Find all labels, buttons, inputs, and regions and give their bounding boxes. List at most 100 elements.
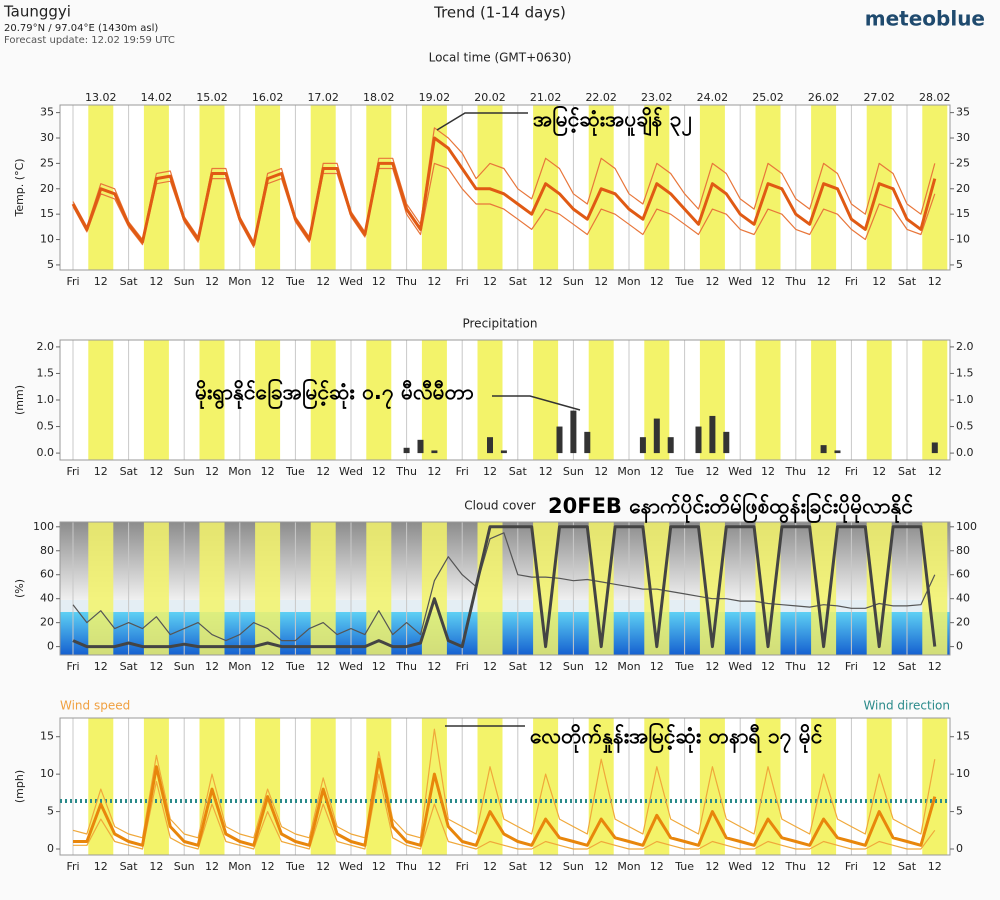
x-tick-label: 12 [205, 860, 219, 873]
bar [417, 439, 424, 454]
x-tick-label: Thu [784, 465, 806, 478]
x-tick-label: Mon [617, 275, 640, 288]
y-tick-label-right: 25 [956, 156, 970, 169]
x-tick-label: Thu [784, 860, 806, 873]
x-tick-label: Sat [120, 465, 139, 478]
y-tick-label: 5 [47, 258, 54, 271]
daylight-band [866, 522, 892, 655]
y-axis-label: (%) [13, 579, 26, 598]
x-tick-label: Mon [617, 465, 640, 478]
y-tick-label-right: 0.0 [956, 446, 974, 459]
x-tick-label: Sat [898, 660, 917, 673]
date-label: 19.02 [419, 91, 451, 104]
daylight-band [811, 522, 837, 655]
date-label: 21.02 [530, 91, 562, 104]
x-tick-label: Fri [66, 660, 79, 673]
x-tick-label: 12 [705, 275, 719, 288]
panel-title-left: Wind speed [60, 699, 130, 713]
daylight-band [143, 340, 169, 460]
daylight-band [421, 340, 447, 460]
x-tick-label: 12 [372, 660, 386, 673]
x-tick-label: 12 [94, 465, 108, 478]
x-tick-label: 12 [427, 275, 441, 288]
x-tick-label: 12 [594, 275, 608, 288]
y-tick-label: 15 [40, 207, 54, 220]
x-tick-label: 12 [928, 660, 942, 673]
x-tick-label: Tue [674, 860, 694, 873]
x-tick-label: Sun [563, 660, 584, 673]
x-tick-label: Sun [174, 660, 195, 673]
x-tick-label: Tue [285, 275, 305, 288]
x-tick-label: Sat [120, 860, 139, 873]
x-tick-label: 12 [205, 660, 219, 673]
plot-frame [59, 521, 951, 656]
x-tick-label: 12 [205, 275, 219, 288]
series-line [72, 525, 937, 649]
x-tick-label: Sat [509, 275, 528, 288]
x-tick-label: 12 [872, 465, 886, 478]
x-tick-label: Sat [898, 860, 917, 873]
bar [931, 442, 938, 454]
x-tick-label: Tue [285, 660, 305, 673]
x-tick-label: Mon [228, 860, 251, 873]
y-tick-label-right: 5 [956, 805, 963, 818]
x-tick-label: Wed [728, 660, 752, 673]
y-tick-label-right: 1.5 [956, 366, 974, 379]
x-tick-label: Mon [228, 275, 251, 288]
daylight-band [477, 522, 503, 655]
x-tick-label: 12 [650, 275, 664, 288]
x-tick-label: 12 [817, 275, 831, 288]
daylight-band [588, 340, 614, 460]
x-tick-label: 12 [261, 660, 275, 673]
x-tick-label: Sun [174, 860, 195, 873]
x-tick-label: 12 [594, 860, 608, 873]
date-label: 22.02 [585, 91, 617, 104]
x-tick-label: Thu [395, 465, 417, 478]
daylight-band [310, 522, 336, 655]
daylight-band [588, 522, 614, 655]
daylight-band [255, 105, 281, 270]
date-label: 18.02 [363, 91, 395, 104]
y-tick-label-right: 0 [956, 842, 963, 855]
y-tick-label-right: 0 [956, 640, 963, 653]
x-tick-label: 12 [372, 860, 386, 873]
x-tick-label: Fri [845, 275, 858, 288]
x-tick-label: Thu [395, 275, 417, 288]
x-tick-label: 12 [872, 275, 886, 288]
x-tick-label: Fri [845, 860, 858, 873]
y-axis-label: (mph) [13, 770, 26, 803]
y-tick-label-right: 15 [956, 730, 970, 743]
bar [487, 437, 493, 454]
y-tick-label: 0 [47, 640, 54, 653]
bar [695, 426, 702, 454]
daylight-band [533, 522, 559, 655]
x-tick-label: 12 [261, 465, 275, 478]
daylight-band [255, 718, 281, 855]
x-tick-label: Tue [285, 465, 305, 478]
date-label: 20.02 [474, 91, 506, 104]
plot-frame [59, 104, 951, 271]
x-tick-label: Wed [339, 465, 363, 478]
series-line [72, 127, 936, 243]
daylight-band [88, 522, 114, 655]
bar [709, 415, 716, 454]
y-tick-label: 0 [47, 842, 54, 855]
time-zone: Local time (GMT+0630) [429, 51, 572, 65]
x-tick-label: 12 [539, 275, 553, 288]
date-label: 14.02 [141, 91, 173, 104]
x-tick-label: Mon [617, 860, 640, 873]
x-tick-label: Sun [563, 860, 584, 873]
x-tick-label: 12 [149, 275, 163, 288]
y-tick-label: 10 [40, 233, 54, 246]
x-tick-label: Thu [395, 660, 417, 673]
x-tick-label: Sat [898, 465, 917, 478]
x-tick-label: 12 [650, 860, 664, 873]
bar [431, 450, 438, 454]
x-tick-label: 12 [149, 465, 163, 478]
x-tick-label: 12 [872, 860, 886, 873]
cloud-mid-layer [60, 600, 950, 612]
x-tick-label: Sat [509, 860, 528, 873]
y-axis-label: Temp. (°C) [13, 158, 26, 217]
x-tick-label: 12 [483, 275, 497, 288]
